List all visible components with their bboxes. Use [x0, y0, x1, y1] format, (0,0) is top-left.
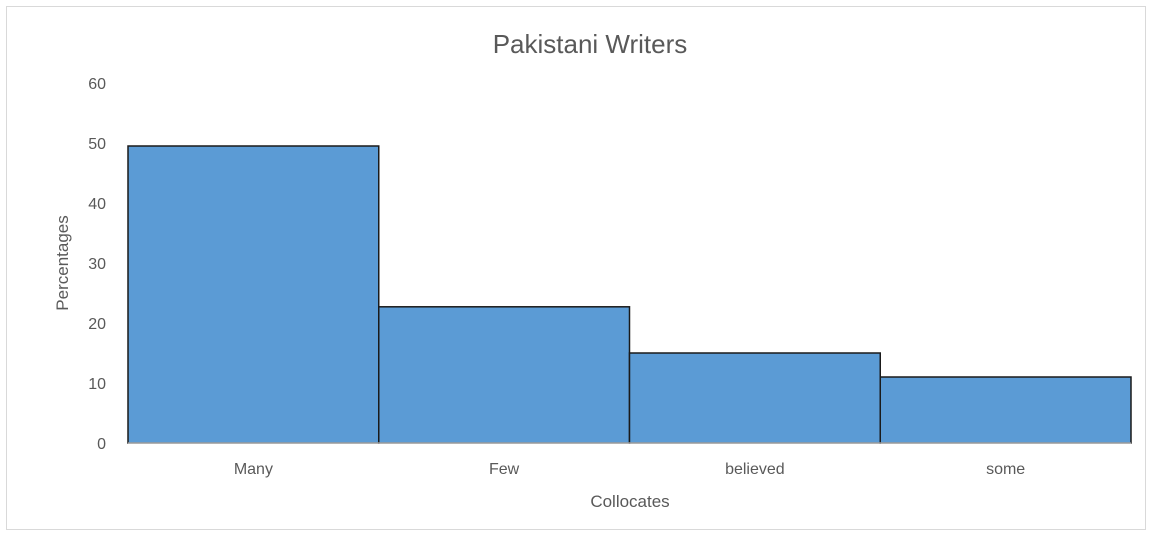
y-tick-label: 0 [97, 436, 106, 453]
y-axis-title: Percentages [53, 215, 72, 310]
bar-believed [628, 352, 881, 444]
x-tick-label: Few [489, 461, 520, 478]
x-axis-tick-labels: Many Few believed some [234, 461, 1025, 478]
y-tick-label: 60 [88, 76, 106, 93]
y-axis-tick-labels: 0 10 20 30 40 50 60 [88, 76, 106, 453]
x-tick-label: Many [234, 461, 273, 478]
x-tick-label: some [986, 461, 1025, 478]
chart-title: Pakistani Writers [493, 29, 688, 59]
y-tick-label: 10 [88, 376, 106, 393]
y-tick-label: 40 [88, 196, 106, 213]
bar-some [879, 376, 1132, 444]
bar-few [378, 306, 631, 444]
y-tick-label: 30 [88, 256, 106, 273]
x-tick-label: believed [725, 461, 785, 478]
y-tick-label: 20 [88, 316, 106, 333]
x-axis-title: Collocates [590, 492, 669, 511]
bars [127, 145, 1132, 444]
bar-many [127, 145, 380, 444]
y-tick-label: 50 [88, 136, 106, 153]
